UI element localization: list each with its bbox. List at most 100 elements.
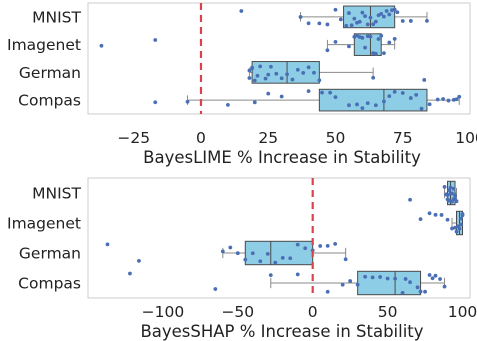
data-point (448, 185, 453, 190)
data-point (274, 71, 279, 76)
data-point (408, 96, 413, 100)
data-point (258, 64, 263, 69)
data-point (357, 19, 362, 24)
data-point (325, 244, 330, 248)
box-german (222, 240, 347, 266)
data-point (185, 99, 190, 104)
data-point (395, 10, 400, 15)
x-tick-label: 50 (326, 129, 346, 147)
data-point (279, 76, 284, 81)
iqr-box (353, 33, 382, 56)
data-point (279, 94, 284, 99)
data-point (333, 241, 338, 246)
data-point (333, 7, 338, 12)
data-point (457, 94, 462, 99)
data-point (418, 289, 423, 294)
data-point (137, 258, 141, 263)
data-point (392, 7, 397, 12)
data-point (447, 198, 451, 203)
data-point (454, 229, 459, 234)
data-point (453, 193, 457, 198)
x-tick-label: 25 (258, 129, 278, 147)
data-point (427, 273, 432, 277)
box-compas (187, 88, 460, 112)
data-point (382, 51, 386, 55)
data-point (317, 21, 322, 26)
data-point (347, 103, 351, 108)
data-point (273, 260, 278, 265)
x-tick-label: −25 (117, 129, 150, 147)
data-point (349, 23, 354, 28)
data-point (303, 246, 308, 251)
data-point (373, 19, 378, 24)
data-point (268, 273, 273, 278)
data-point (365, 22, 370, 27)
data-point (435, 97, 440, 102)
data-point (446, 98, 451, 103)
data-point (433, 273, 438, 278)
data-point (392, 37, 397, 41)
data-point (298, 15, 303, 19)
data-point (363, 45, 367, 50)
data-point (243, 257, 248, 262)
data-point (250, 66, 254, 71)
plot-frame (87, 2, 471, 115)
chart-panel-2: MNIST Imagenet German Compas −100 −50 0 50 100 Ba… (7, 177, 477, 341)
data-point (333, 95, 338, 100)
data-point (325, 289, 330, 294)
data-point (250, 251, 255, 256)
category-label: Imagenet (7, 36, 81, 54)
data-point (400, 91, 405, 95)
data-point (360, 106, 365, 111)
data-point (379, 11, 384, 16)
data-point (228, 245, 233, 250)
data-point (442, 284, 447, 289)
data-point (255, 73, 260, 78)
data-point (368, 34, 373, 39)
data-point (247, 68, 252, 73)
iqr-box (244, 240, 314, 266)
data-point (441, 97, 445, 101)
category-label: Compas (18, 92, 81, 110)
data-point (340, 282, 345, 287)
data-point (373, 51, 378, 56)
data-point (365, 101, 370, 106)
x-tick-label: 0 (196, 129, 206, 147)
data-point (453, 225, 457, 230)
data-point (433, 212, 438, 217)
data-point (430, 276, 435, 281)
data-point (400, 290, 405, 295)
data-point (252, 78, 257, 83)
data-point (105, 242, 110, 247)
data-point (419, 106, 424, 111)
data-point (153, 100, 158, 105)
data-point (371, 22, 376, 27)
data-point (360, 35, 365, 40)
data-point (318, 244, 323, 248)
data-point (247, 76, 252, 80)
data-point (387, 40, 392, 45)
data-point (347, 11, 351, 15)
data-point (263, 76, 268, 81)
data-point (422, 78, 427, 82)
data-point (384, 9, 389, 13)
data-point (338, 17, 343, 22)
data-point (360, 10, 365, 15)
data-point (427, 211, 432, 216)
data-point (266, 72, 271, 77)
data-point (423, 289, 427, 294)
data-point (445, 217, 450, 222)
data-point (128, 271, 132, 276)
data-point (213, 287, 218, 291)
data-point (371, 75, 376, 80)
data-point (414, 93, 419, 97)
data-point (438, 277, 442, 281)
data-point (312, 70, 316, 75)
data-point (266, 91, 271, 96)
data-point (343, 257, 348, 262)
data-point (239, 9, 244, 13)
data-point (325, 48, 330, 53)
data-point (355, 282, 360, 287)
data-point (295, 272, 300, 277)
data-point (258, 259, 263, 264)
